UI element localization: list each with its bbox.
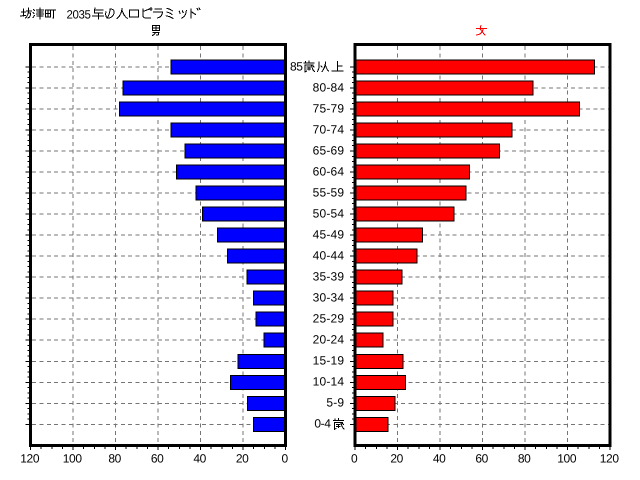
svg-text:0-4: 0-4 bbox=[314, 417, 331, 431]
svg-text:100: 100 bbox=[63, 452, 83, 466]
svg-text:120: 120 bbox=[20, 452, 40, 466]
svg-text:80: 80 bbox=[108, 452, 121, 466]
svg-text:0: 0 bbox=[282, 452, 289, 466]
svg-text:50-54: 50-54 bbox=[313, 206, 345, 220]
svg-text:10-14: 10-14 bbox=[313, 375, 345, 389]
svg-text:75-79: 75-79 bbox=[313, 101, 345, 115]
svg-text:40: 40 bbox=[433, 452, 446, 466]
svg-text:2035: 2035 bbox=[67, 7, 92, 21]
svg-text:25-29: 25-29 bbox=[313, 312, 345, 326]
svg-text:15-19: 15-19 bbox=[313, 354, 345, 368]
svg-text:120: 120 bbox=[600, 452, 620, 466]
svg-text:65-69: 65-69 bbox=[313, 143, 345, 157]
svg-text:40-44: 40-44 bbox=[313, 249, 345, 263]
svg-text:30-34: 30-34 bbox=[313, 291, 345, 305]
svg-text:60-64: 60-64 bbox=[313, 164, 345, 178]
svg-text:40: 40 bbox=[193, 452, 206, 466]
svg-text:20: 20 bbox=[236, 452, 249, 466]
svg-text:20: 20 bbox=[390, 452, 403, 466]
svg-text:60: 60 bbox=[151, 452, 164, 466]
svg-text:60: 60 bbox=[475, 452, 488, 466]
svg-text:0: 0 bbox=[351, 452, 358, 466]
svg-text:80: 80 bbox=[518, 452, 531, 466]
svg-text:85: 85 bbox=[290, 59, 303, 73]
svg-text:35-39: 35-39 bbox=[313, 270, 345, 284]
svg-text:100: 100 bbox=[557, 452, 577, 466]
svg-text:20-24: 20-24 bbox=[313, 333, 345, 347]
svg-text:5-9: 5-9 bbox=[326, 396, 344, 410]
svg-text:45-49: 45-49 bbox=[313, 228, 345, 242]
svg-text:70-74: 70-74 bbox=[313, 122, 345, 136]
svg-text:80-84: 80-84 bbox=[313, 80, 345, 94]
svg-text:55-59: 55-59 bbox=[313, 185, 345, 199]
